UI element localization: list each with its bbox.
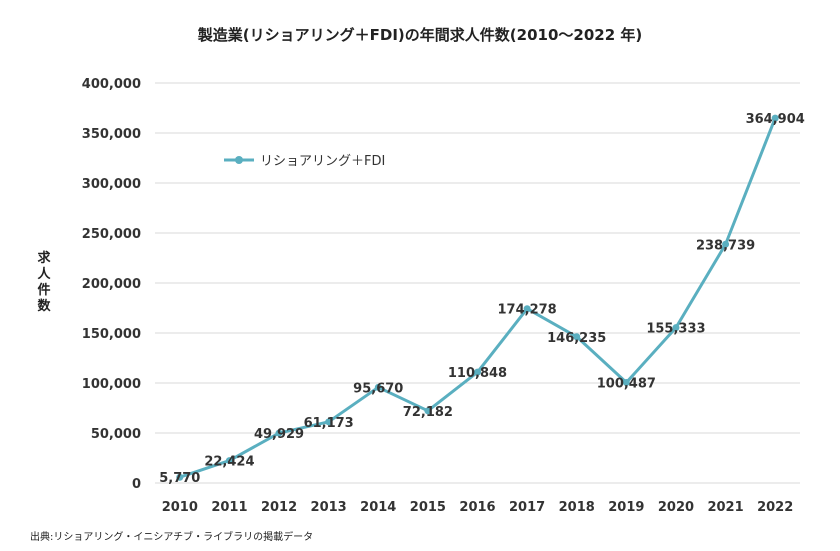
y-tick-label: 400,000 <box>82 77 141 92</box>
x-tick-label: 2021 <box>707 500 743 515</box>
data-label: 238,739 <box>696 238 755 253</box>
gridlines <box>155 82 800 484</box>
y-axis-label: 求人件数 <box>37 250 51 314</box>
data-point <box>523 305 531 313</box>
data-label: 22,424 <box>204 455 254 470</box>
legend: リショアリング＋FDI <box>224 154 385 169</box>
x-tick-label: 2020 <box>658 500 694 515</box>
y-tick-label: 250,000 <box>82 227 141 242</box>
data-point <box>325 418 333 426</box>
data-point <box>374 383 382 391</box>
y-axis-label-char: 求 <box>37 250 51 266</box>
data-label: 100,487 <box>597 377 656 392</box>
data-point <box>474 368 481 376</box>
y-tick-label: 200,000 <box>82 277 141 292</box>
data-label: 364,904 <box>746 112 805 127</box>
x-tick-label: 2010 <box>162 500 198 515</box>
data-label: 146,235 <box>547 331 606 346</box>
data-label: 95,670 <box>353 381 403 396</box>
y-tick-label: 0 <box>132 477 141 492</box>
y-tick-label: 50,000 <box>91 427 141 442</box>
data-label: 155,333 <box>646 322 705 337</box>
data-label: 49,929 <box>254 427 304 442</box>
y-axis-ticks: 0 50,000 100,000 150,000 200,000 250,000 300,0… <box>82 77 141 492</box>
y-tick-label: 350,000 <box>82 127 141 142</box>
x-tick-label: 2011 <box>211 500 247 515</box>
x-tick-label: 2017 <box>509 500 545 515</box>
x-axis-ticks: 2010 2011 2012 2013 2014 2015 2016 2017 2018 2019… <box>162 500 794 515</box>
x-tick-label: 2019 <box>608 500 644 515</box>
y-tick-label: 150,000 <box>82 327 141 342</box>
x-tick-label: 2014 <box>360 500 396 515</box>
data-point <box>672 324 680 332</box>
data-label: 72,182 <box>403 405 453 420</box>
x-tick-label: 2016 <box>459 500 495 515</box>
data-point <box>771 114 779 122</box>
data-label: 61,173 <box>304 416 354 431</box>
x-tick-label: 2012 <box>261 500 297 515</box>
x-tick-label: 2022 <box>757 500 793 515</box>
data-point <box>573 333 581 341</box>
data-label: 5,770 <box>159 471 200 486</box>
source-note: 出典:リショアリング・イニシアチブ・ライブラリの掲載データ <box>30 530 313 543</box>
chart-title: 製造業(リショアリング＋FDI)の年間求人件数(2010〜2022 年) <box>197 26 642 44</box>
data-point <box>722 240 730 248</box>
series-points <box>176 114 779 481</box>
y-axis-label-char: 数 <box>37 298 51 314</box>
data-point <box>622 379 630 387</box>
x-tick-label: 2015 <box>410 500 446 515</box>
y-axis-label-char: 件 <box>37 282 50 298</box>
data-label: 110,848 <box>448 366 507 381</box>
data-point <box>176 473 184 481</box>
y-axis-label-char: 人 <box>37 266 51 282</box>
data-point <box>275 429 283 437</box>
y-tick-label: 100,000 <box>82 377 141 392</box>
data-label: 174,278 <box>498 303 557 318</box>
legend-label: リショアリング＋FDI <box>260 154 385 169</box>
x-tick-label: 2018 <box>559 500 595 515</box>
x-tick-label: 2013 <box>311 500 347 515</box>
y-tick-label: 300,000 <box>82 177 141 192</box>
series-line <box>178 116 777 479</box>
legend-marker <box>235 156 243 164</box>
data-point <box>225 457 233 465</box>
data-point <box>424 407 432 415</box>
